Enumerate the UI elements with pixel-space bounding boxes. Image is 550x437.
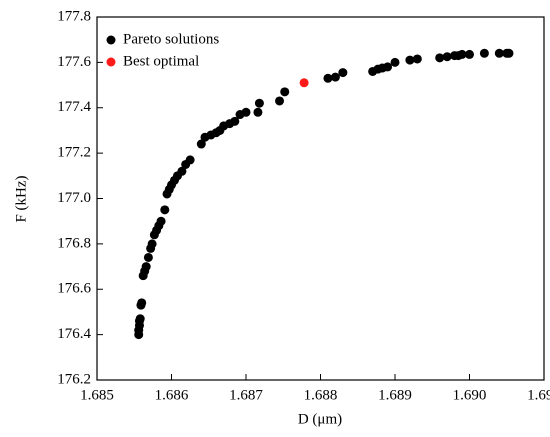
point (137, 298, 147, 308)
point (338, 68, 348, 78)
point (457, 49, 467, 59)
point (196, 139, 206, 149)
plot-frame (96, 16, 545, 381)
legend-marker (106, 57, 116, 67)
point (479, 48, 489, 58)
point (435, 53, 445, 63)
x-tick-label: 1.688 (304, 387, 338, 403)
point (156, 216, 166, 226)
legend-label: Pareto solutions (123, 31, 219, 47)
y-tick-label: 177.6 (57, 54, 91, 70)
x-tick-label: 1.690 (453, 387, 487, 403)
point (254, 98, 264, 108)
y-tick-label: 177.8 (57, 8, 91, 24)
point (405, 55, 415, 65)
x-tick-label: 1.685 (80, 387, 114, 403)
point (323, 73, 333, 83)
point (504, 48, 514, 58)
point (253, 107, 263, 117)
point (141, 262, 151, 272)
y-tick-label: 177.2 (57, 145, 91, 161)
y-tick-label: 176.8 (57, 235, 91, 251)
y-tick-label: 177.4 (57, 99, 91, 115)
x-tick-label: 1.691 (527, 387, 550, 403)
point (230, 116, 240, 126)
point (412, 54, 422, 64)
x-tick-label: 1.687 (229, 387, 263, 403)
point (280, 87, 290, 97)
legend-marker (106, 35, 116, 45)
point (330, 72, 340, 82)
point (160, 205, 170, 215)
point (383, 62, 393, 72)
y-tick-label: 176.2 (57, 371, 91, 387)
point (275, 96, 285, 106)
point (299, 78, 309, 88)
point (135, 314, 145, 324)
point (494, 48, 504, 58)
y-tick-label: 176.4 (57, 326, 91, 342)
point (390, 57, 400, 67)
x-tick-label: 1.686 (155, 387, 189, 403)
x-tick-label: 1.689 (378, 387, 412, 403)
y-axis-label: F (kHz) (13, 175, 29, 222)
point (465, 49, 474, 59)
y-tick-label: 177.0 (57, 190, 91, 206)
point (241, 107, 251, 117)
point (442, 52, 452, 62)
point (143, 252, 153, 262)
point (177, 166, 187, 176)
x-axis-label: D (μm) (298, 411, 342, 427)
point (185, 155, 195, 165)
y-tick-label: 176.6 (57, 281, 91, 297)
point (147, 239, 157, 249)
legend-label: Best optimal (123, 53, 199, 69)
